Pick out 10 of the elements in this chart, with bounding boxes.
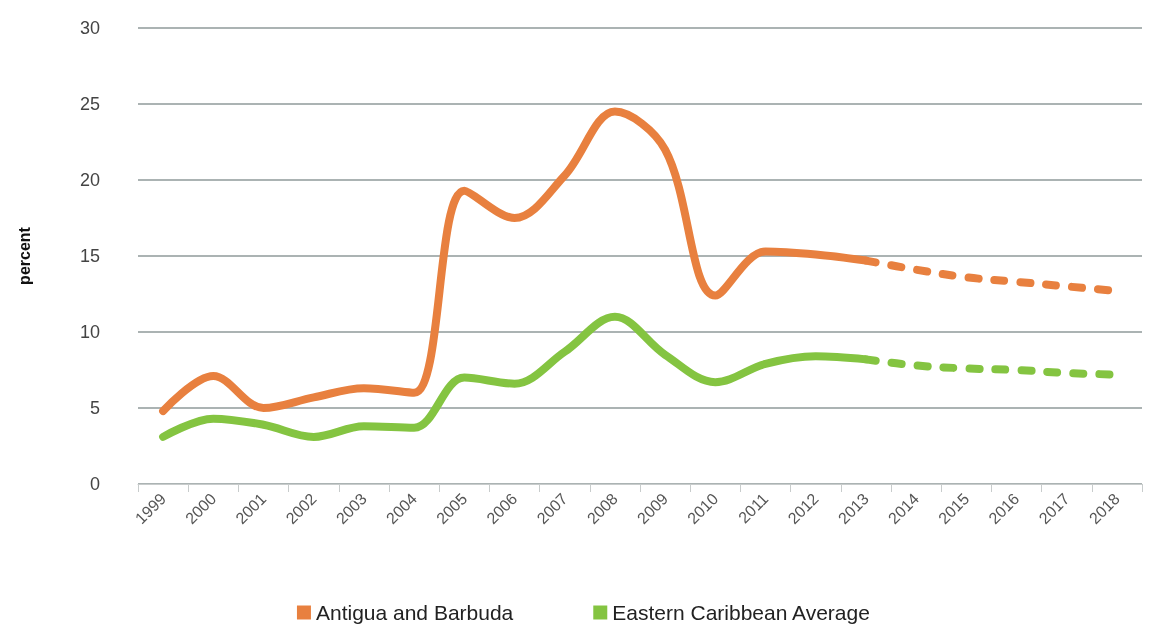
legend-label: Antigua and Barbuda — [315, 601, 514, 624]
y-tick-label: 0 — [89, 474, 100, 494]
y-axis-title: percent — [15, 226, 33, 285]
y-tick-label: 10 — [79, 322, 100, 342]
y-tick-label: 30 — [79, 18, 100, 38]
y-tick-label: 20 — [79, 170, 100, 190]
y-tick-label: 25 — [79, 94, 100, 114]
y-tick-label: 5 — [89, 398, 100, 418]
y-tick-label: 15 — [79, 246, 100, 266]
legend-label: Eastern Caribbean Average — [612, 601, 870, 624]
